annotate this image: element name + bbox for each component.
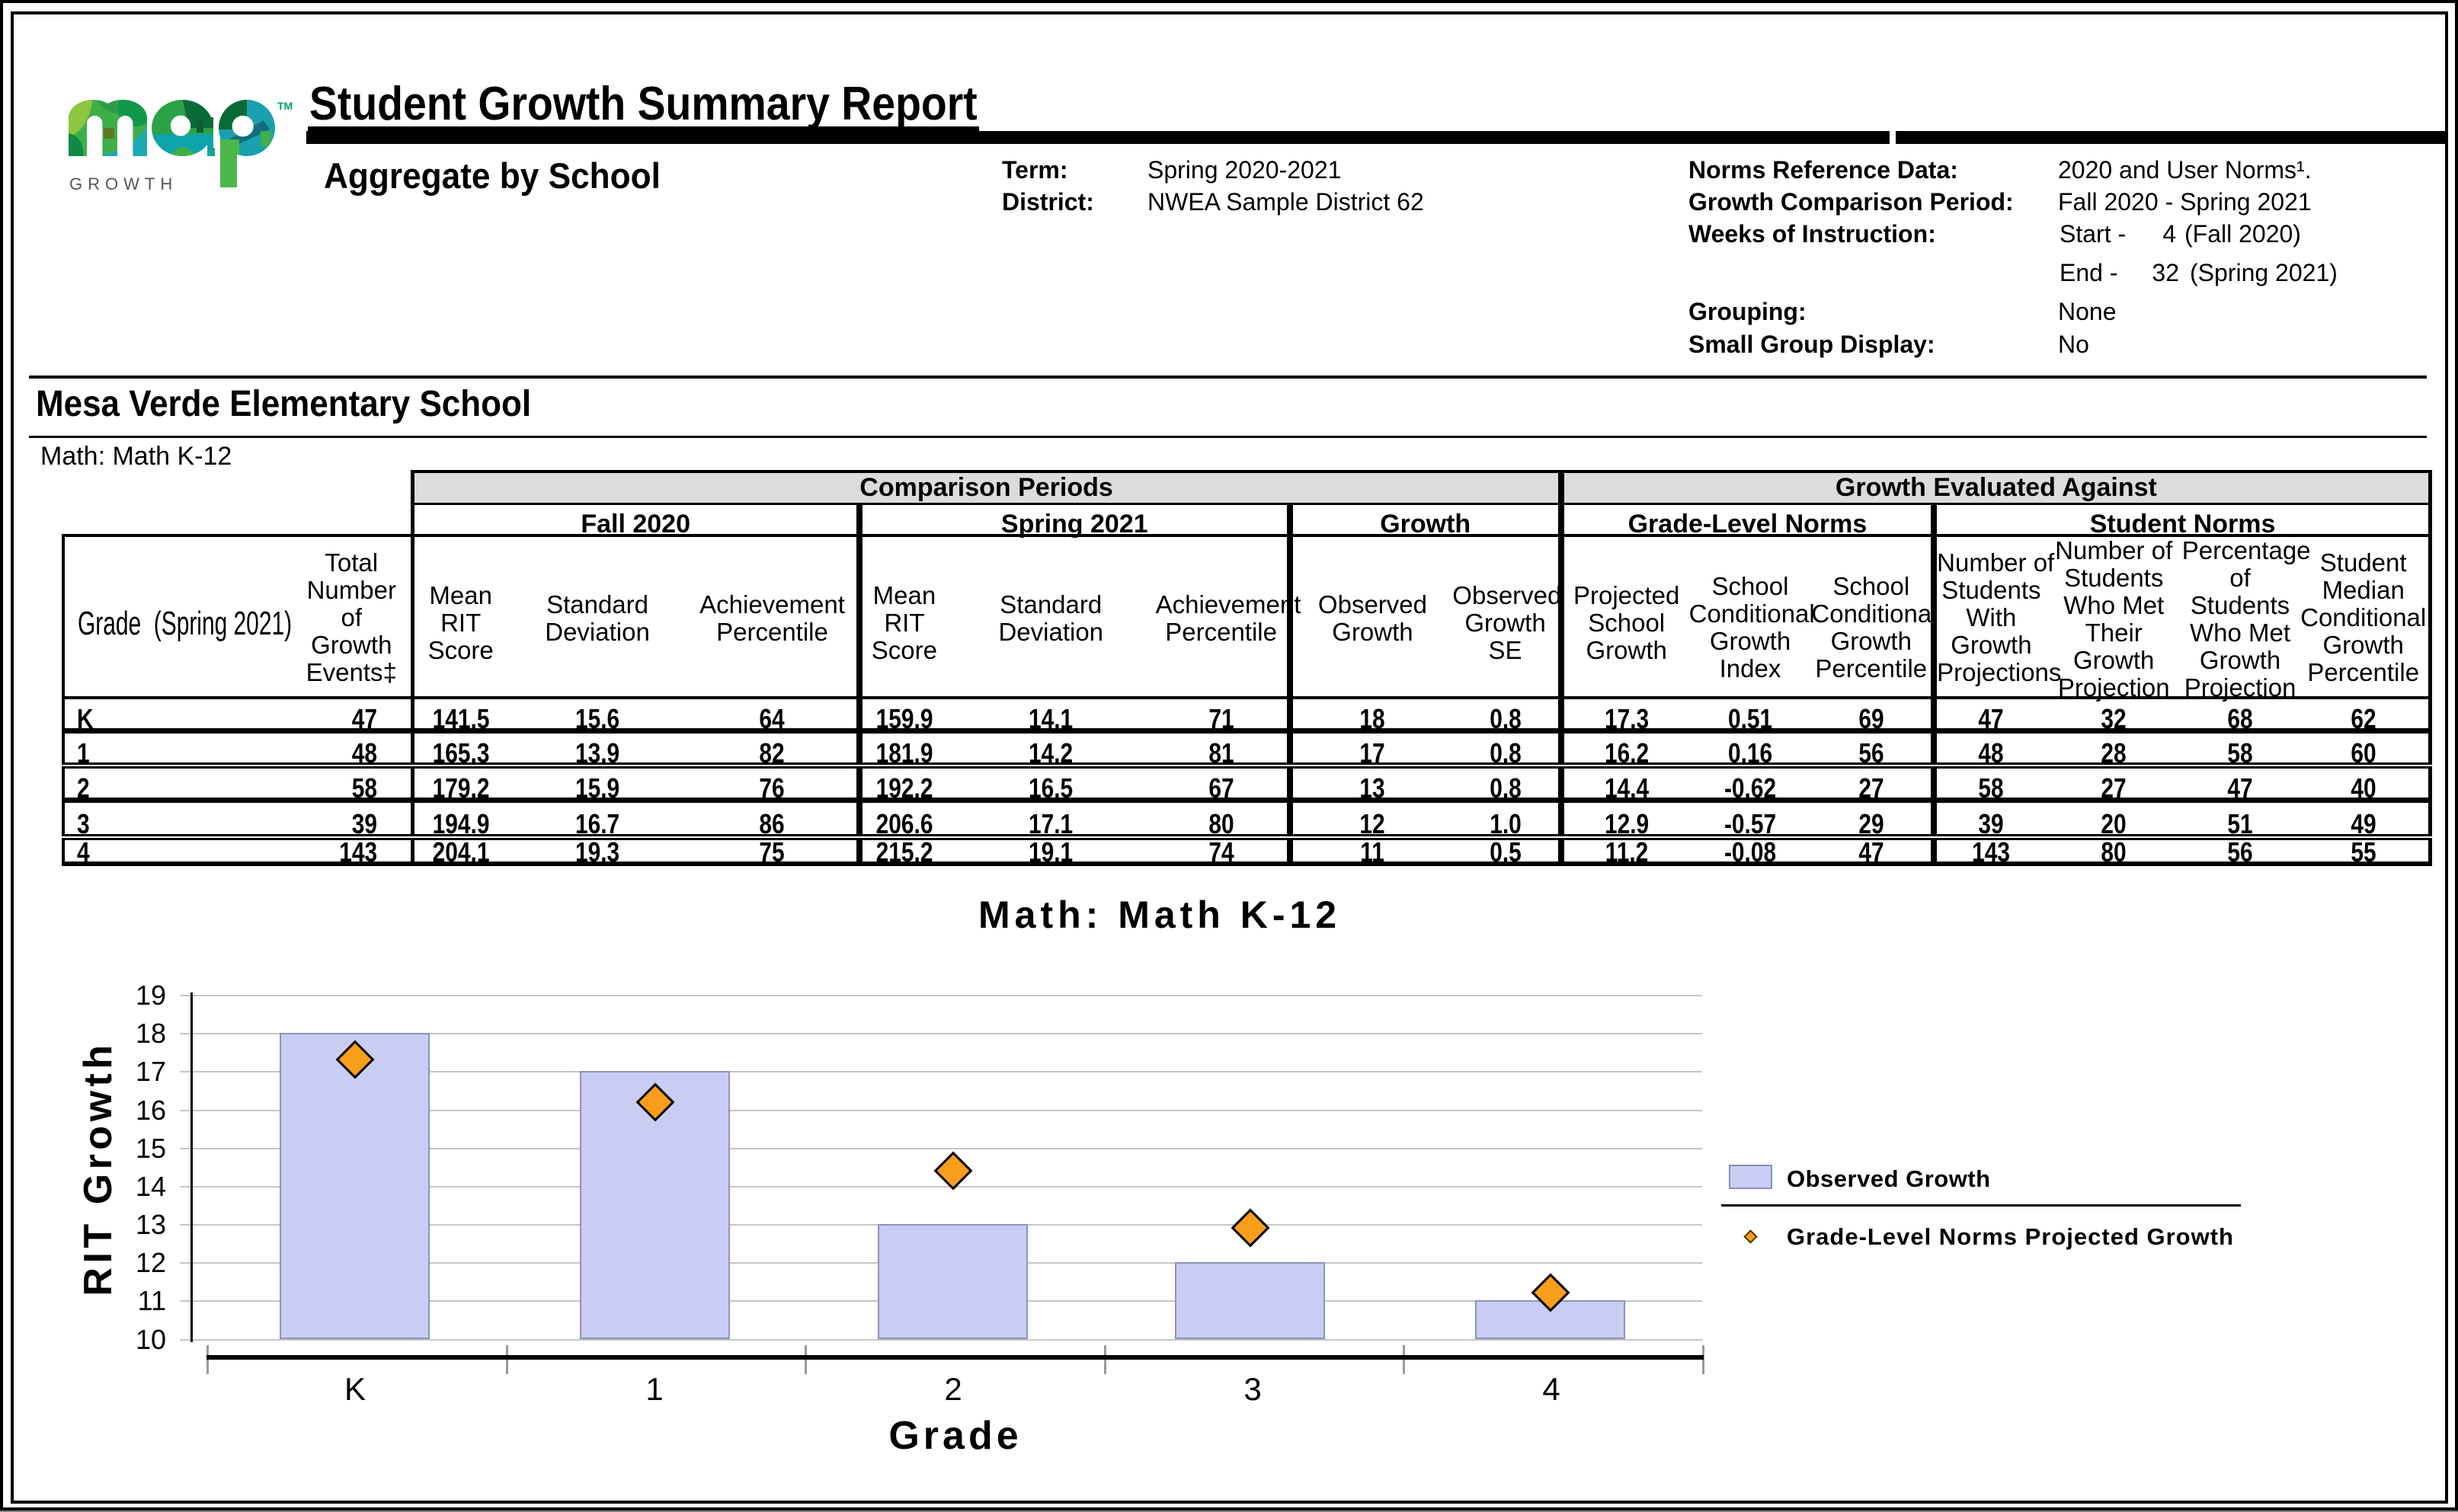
svg-text:TM: TM — [277, 100, 293, 112]
